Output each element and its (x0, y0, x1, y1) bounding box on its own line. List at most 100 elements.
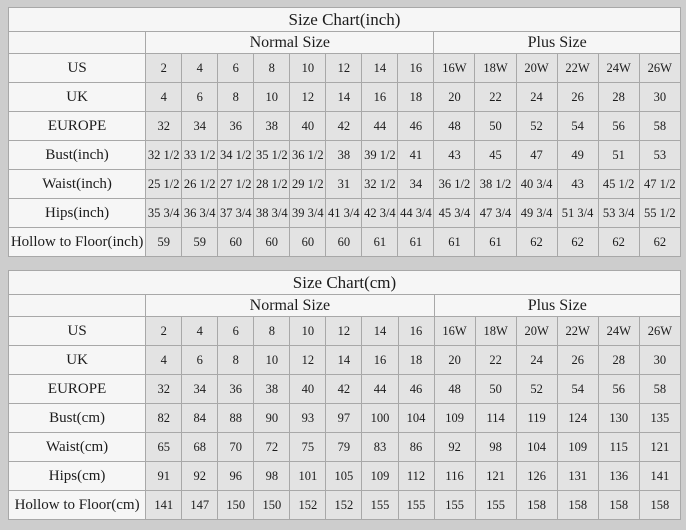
size-value-cell: 38 (253, 374, 291, 404)
size-value-cell: 130 (597, 403, 640, 433)
size-value-cell: 22W (556, 316, 599, 346)
size-value-cell: 135 (638, 403, 682, 433)
row-label: EUROPE (7, 111, 147, 141)
size-value-cell: 28 (597, 82, 640, 112)
size-value-cell: 47 3/4 (474, 198, 517, 228)
size-value-cell: 32 1/2 (145, 140, 183, 170)
size-value-cell: 147 (181, 490, 219, 520)
size-value-cell: 6 (181, 345, 219, 375)
size-value-cell: 45 3/4 (433, 198, 476, 228)
size-value-cell: 39 1/2 (361, 140, 399, 170)
table-title: Size Chart(inch) (8, 7, 681, 32)
size-value-cell: 24W (597, 316, 640, 346)
row-label: Hollow to Floor(cm) (7, 490, 147, 520)
size-value-cell: 75 (289, 432, 327, 462)
size-value-cell: 45 (474, 140, 517, 170)
size-value-cell: 49 (556, 140, 599, 170)
table-row: Waist(cm) 65 68 70 72 75 79 83 86 92 98 104 109 115 12… (7, 432, 682, 462)
size-value-cell: 30 (638, 82, 682, 112)
size-value-cell: 62 (515, 227, 558, 257)
size-value-cell: 43 (556, 169, 599, 199)
size-value-cell: 14 (325, 345, 363, 375)
size-value-cell: 50 (474, 374, 517, 404)
size-value-cell: 61 (433, 227, 476, 257)
table-title-row: Size Chart(inch) (8, 7, 681, 32)
corner-cell (7, 294, 147, 317)
size-value-cell: 105 (325, 461, 363, 491)
size-value-cell: 121 (638, 432, 682, 462)
size-value-cell: 152 (289, 490, 327, 520)
size-value-cell: 4 (181, 53, 219, 83)
size-value-cell: 30 (638, 345, 682, 375)
row-label: Hips(inch) (7, 198, 147, 228)
table-row: Bust(inch) 32 1/2 33 1/2 34 1/2 35 1/2 36 1/2… (7, 140, 682, 170)
size-value-cell: 12 (289, 345, 327, 375)
size-value-cell: 109 (556, 432, 599, 462)
size-value-cell: 32 1/2 (361, 169, 399, 199)
size-value-cell: 158 (515, 490, 558, 520)
row-label: UK (7, 345, 147, 375)
size-value-cell: 47 (515, 140, 558, 170)
row-label: Waist(cm) (7, 432, 147, 462)
size-value-cell: 60 (253, 227, 291, 257)
size-value-cell: 155 (361, 490, 399, 520)
size-value-cell: 36 1/2 (433, 169, 476, 199)
size-chart-cm-table: Size Chart(cm) Normal Size Plus Size US 2… (7, 270, 682, 520)
size-value-cell: 92 (433, 432, 476, 462)
size-value-cell: 52 (515, 111, 558, 141)
size-value-cell: 92 (181, 461, 219, 491)
size-value-cell: 44 3/4 (397, 198, 435, 228)
size-value-cell: 115 (597, 432, 640, 462)
size-value-cell: 68 (181, 432, 219, 462)
size-value-cell: 29 1/2 (289, 169, 327, 199)
size-value-cell: 52 (515, 374, 558, 404)
size-value-cell: 10 (253, 82, 291, 112)
size-value-cell: 36 1/2 (289, 140, 327, 170)
size-value-cell: 58 (638, 374, 682, 404)
size-value-cell: 40 (289, 111, 327, 141)
row-label: Bust(inch) (7, 140, 147, 170)
size-value-cell: 10 (289, 53, 327, 83)
size-value-cell: 43 (433, 140, 476, 170)
size-value-cell: 36 (217, 374, 255, 404)
size-value-cell: 31 (325, 169, 363, 199)
size-value-cell: 131 (556, 461, 599, 491)
size-value-cell: 126 (515, 461, 558, 491)
size-value-cell: 54 (556, 374, 599, 404)
size-value-cell: 47 1/2 (638, 169, 682, 199)
size-value-cell: 10 (289, 316, 327, 346)
size-value-cell: 60 (325, 227, 363, 257)
size-value-cell: 4 (145, 345, 183, 375)
size-value-cell: 10 (253, 345, 291, 375)
size-value-cell: 150 (217, 490, 255, 520)
size-value-cell: 51 3/4 (556, 198, 599, 228)
size-value-cell: 82 (145, 403, 183, 433)
size-value-cell: 45 1/2 (597, 169, 640, 199)
row-label: Waist(inch) (7, 169, 147, 199)
size-value-cell: 38 (325, 140, 363, 170)
size-value-cell: 96 (217, 461, 255, 491)
size-value-cell: 12 (289, 82, 327, 112)
table-title-row: Size Chart(cm) (8, 270, 681, 295)
size-value-cell: 42 3/4 (361, 198, 399, 228)
size-value-cell: 20W (515, 316, 558, 346)
size-value-cell: 104 (515, 432, 558, 462)
size-value-cell: 136 (597, 461, 640, 491)
size-value-cell: 150 (253, 490, 291, 520)
size-value-cell: 22 (474, 345, 517, 375)
size-value-cell: 33 1/2 (181, 140, 219, 170)
size-value-cell: 61 (474, 227, 517, 257)
size-value-cell: 26W (638, 316, 682, 346)
size-value-cell: 53 (638, 140, 682, 170)
size-value-cell: 158 (638, 490, 682, 520)
size-value-cell: 16 (361, 345, 399, 375)
size-value-cell: 34 (181, 111, 219, 141)
size-value-cell: 109 (433, 403, 476, 433)
size-value-cell: 116 (433, 461, 476, 491)
size-value-cell: 44 (361, 374, 399, 404)
size-value-cell: 20 (433, 345, 476, 375)
size-value-cell: 56 (597, 111, 640, 141)
size-value-cell: 6 (217, 316, 255, 346)
size-value-cell: 158 (556, 490, 599, 520)
size-value-cell: 14 (361, 53, 399, 83)
